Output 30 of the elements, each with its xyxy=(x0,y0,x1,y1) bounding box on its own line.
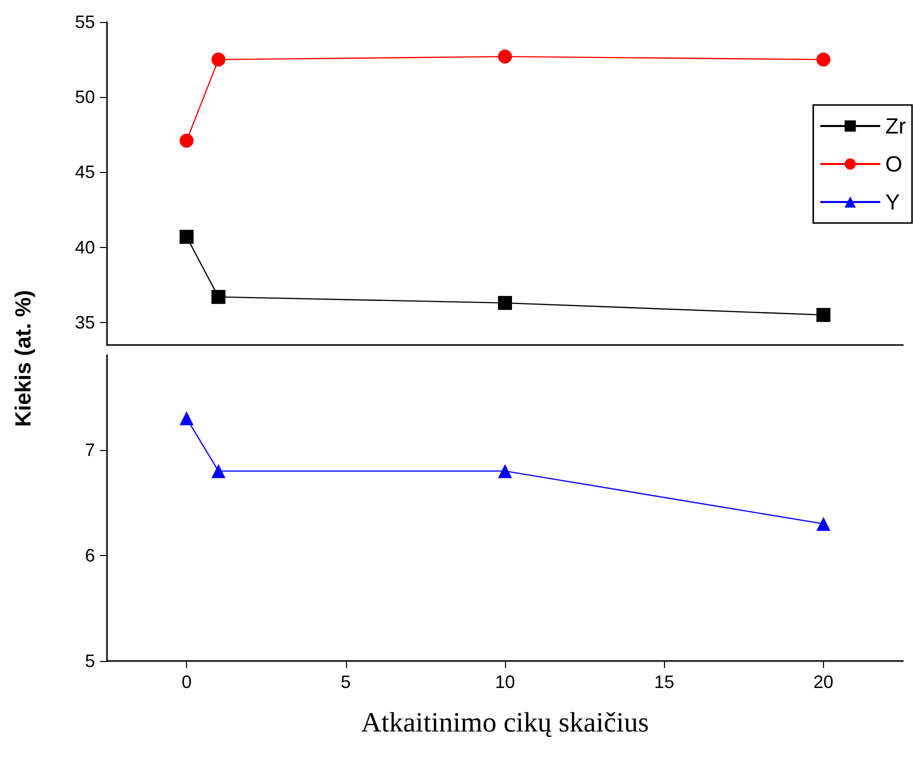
x-tick-label: 10 xyxy=(494,672,516,692)
point xyxy=(816,516,830,531)
x-tick-label: 5 xyxy=(340,672,351,692)
point xyxy=(211,290,226,304)
point xyxy=(816,308,830,322)
y-tick-label: 5 xyxy=(84,651,95,671)
point xyxy=(498,50,512,64)
point xyxy=(180,230,194,244)
point xyxy=(498,296,512,310)
legend-label: Y xyxy=(885,190,900,214)
x-tick-label: 0 xyxy=(182,672,192,692)
point xyxy=(211,464,226,478)
y-axis-title: Kiekis (at. %) xyxy=(10,290,36,427)
x-tick-label: 20 xyxy=(813,672,834,692)
y-tick-label: 35 xyxy=(74,312,95,332)
legend-label: Zr xyxy=(885,114,906,138)
y-tick-label: 55 xyxy=(74,12,95,32)
y-tick-label: 6 xyxy=(84,545,95,566)
y-tick-label: 40 xyxy=(74,237,95,258)
point xyxy=(816,52,830,67)
y-tick-label: 45 xyxy=(74,162,95,182)
x-axis-title: Atkaitinimo cikų skaičius xyxy=(361,708,649,738)
point xyxy=(498,464,512,478)
x-tick-label: 15 xyxy=(654,672,674,692)
legend-label: O xyxy=(885,152,902,176)
point xyxy=(211,52,226,67)
point xyxy=(180,411,194,426)
point xyxy=(180,134,194,148)
y-tick-label: 50 xyxy=(74,87,95,108)
y-tick-label: 7 xyxy=(84,440,95,460)
